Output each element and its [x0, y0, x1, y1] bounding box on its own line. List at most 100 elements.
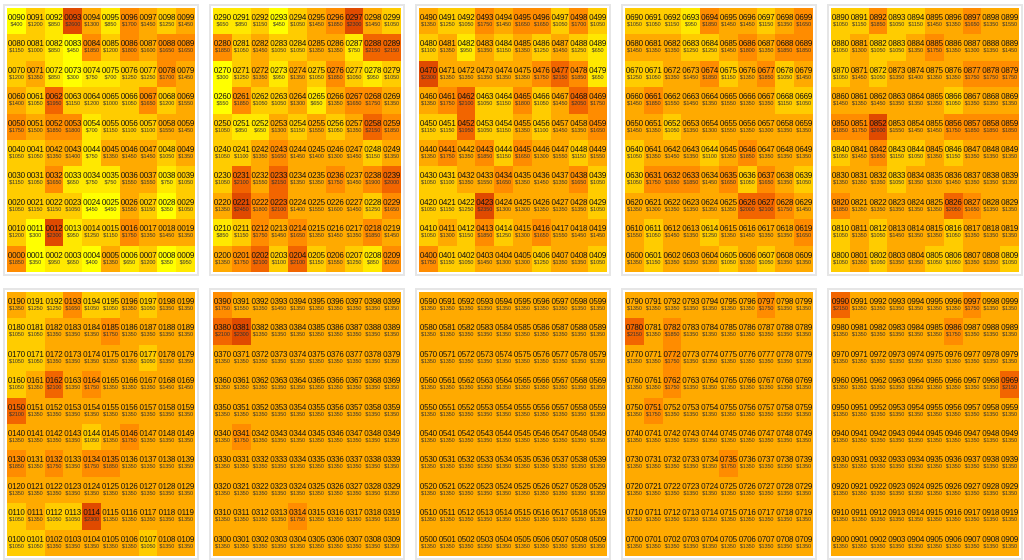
heatmap-cell[interactable]: 0887 $1300 [962, 34, 982, 61]
heatmap-cell[interactable]: 0432 $1350 [456, 166, 476, 193]
heatmap-cell[interactable]: 0156 $1350 [119, 397, 139, 424]
heatmap-cell[interactable]: 0194 $1050 [82, 292, 101, 319]
heatmap-cell[interactable]: 0488 $1250 [569, 34, 589, 61]
heatmap-cell[interactable]: 0239 $2000 [382, 166, 401, 193]
heatmap-cell[interactable]: 0708 $1350 [775, 529, 795, 556]
heatmap-cell[interactable]: 0838 $1350 [981, 166, 1001, 193]
heatmap-cell[interactable]: 0196 $1350 [119, 292, 139, 319]
heatmap-cell[interactable]: 0369 $1350 [382, 371, 401, 398]
heatmap-cell[interactable]: 0218 $1850 [363, 219, 383, 246]
heatmap-cell[interactable]: 0940 $1350 [831, 423, 850, 451]
heatmap-cell[interactable]: 0616 $1450 [737, 219, 757, 246]
heatmap-cell[interactable]: 0797 $1750 [756, 292, 776, 319]
heatmap-cell[interactable]: 0794 $1350 [700, 292, 719, 319]
heatmap-cell[interactable]: 0977 $1350 [962, 344, 982, 372]
heatmap-cell[interactable]: 0982 $1350 [868, 318, 888, 345]
heatmap-cell[interactable]: 0407 $1350 [550, 245, 570, 272]
heatmap-cell[interactable]: 0076 $1250 [119, 60, 139, 88]
heatmap-cell[interactable]: 0525 $1350 [512, 476, 532, 504]
heatmap-cell[interactable]: 0130 $1850 [7, 450, 26, 477]
heatmap-cell[interactable]: 0775 $1350 [718, 344, 738, 372]
heatmap-cell[interactable]: 0290 $650 [213, 8, 232, 35]
heatmap-cell[interactable]: 0744 $1350 [700, 423, 719, 451]
heatmap-cell[interactable]: 0244 $1450 [288, 139, 307, 167]
heatmap-cell[interactable]: 0093 $2600 [63, 8, 83, 35]
heatmap-cell[interactable]: 0368 $1350 [363, 371, 383, 398]
heatmap-cell[interactable]: 0200 $1350 [213, 245, 232, 272]
heatmap-cell[interactable]: 0533 $1350 [475, 450, 495, 477]
heatmap-cell[interactable]: 0545 $1350 [512, 423, 532, 451]
heatmap-cell[interactable]: 0140 $1350 [7, 423, 26, 451]
heatmap-cell[interactable]: 0332 $1350 [250, 450, 270, 477]
heatmap-cell[interactable]: 0400 $1750 [419, 245, 438, 272]
heatmap-cell[interactable]: 0802 $1050 [868, 245, 888, 272]
heatmap-cell[interactable]: 0333 $1350 [269, 450, 289, 477]
heatmap-cell[interactable]: 0476 $1750 [531, 60, 551, 88]
heatmap-cell[interactable]: 0717 $1350 [756, 503, 776, 530]
heatmap-cell[interactable]: 0261 $1850 [231, 87, 251, 114]
heatmap-cell[interactable]: 0876 $1350 [943, 60, 963, 88]
heatmap-cell[interactable]: 0710 $1350 [625, 503, 644, 530]
heatmap-cell[interactable]: 0301 $1350 [231, 529, 251, 556]
heatmap-cell[interactable]: 0004 $400 [82, 245, 101, 272]
heatmap-cell[interactable]: 0084 $1850 [82, 34, 101, 61]
heatmap-cell[interactable]: 0328 $1350 [363, 476, 383, 504]
heatmap-cell[interactable]: 0799 $1350 [794, 292, 813, 319]
heatmap-cell[interactable]: 0233 $2150 [269, 166, 289, 193]
heatmap-cell[interactable]: 0574 $1350 [494, 344, 513, 372]
heatmap-cell[interactable]: 0164 $1750 [82, 371, 101, 398]
heatmap-cell[interactable]: 0928 $1350 [981, 476, 1001, 504]
heatmap-cell[interactable]: 0874 $1400 [906, 60, 925, 88]
heatmap-cell[interactable]: 0217 $1350 [344, 219, 364, 246]
heatmap-cell[interactable]: 0863 $1350 [887, 87, 907, 114]
heatmap-cell[interactable]: 0109 $1350 [176, 529, 195, 556]
heatmap-cell[interactable]: 0453 $1050 [475, 113, 495, 140]
heatmap-cell[interactable]: 0134 $1750 [82, 450, 101, 477]
heatmap-cell[interactable]: 0782 $1850 [662, 318, 682, 345]
heatmap-cell[interactable]: 0153 $1350 [63, 397, 83, 424]
heatmap-cell[interactable]: 0324 $1350 [288, 476, 307, 504]
heatmap-cell[interactable]: 0102 $1350 [44, 529, 64, 556]
heatmap-cell[interactable]: 0623 $1350 [681, 192, 701, 220]
heatmap-cell[interactable]: 0089 $1650 [176, 34, 195, 61]
heatmap-cell[interactable]: 0721 $1350 [643, 476, 663, 504]
heatmap-cell[interactable]: 0094 $1300 [82, 8, 101, 35]
heatmap-cell[interactable]: 0944 $1350 [906, 423, 925, 451]
heatmap-cell[interactable]: 0733 $1350 [681, 450, 701, 477]
heatmap-cell[interactable]: 0314 $1750 [288, 503, 307, 530]
heatmap-cell[interactable]: 0202 $2100 [250, 245, 270, 272]
heatmap-cell[interactable]: 0278 $950 [363, 60, 383, 88]
heatmap-cell[interactable]: 0731 $1350 [643, 450, 663, 477]
heatmap-cell[interactable]: 0933 $1350 [887, 450, 907, 477]
heatmap-cell[interactable]: 0701 $1350 [643, 529, 663, 556]
heatmap-cell[interactable]: 0696 $1450 [737, 8, 757, 35]
heatmap-cell[interactable]: 0705 $1350 [718, 529, 738, 556]
heatmap-cell[interactable]: 0077 $1250 [138, 60, 158, 88]
heatmap-cell[interactable]: 0042 $1350 [44, 139, 64, 167]
heatmap-cell[interactable]: 0492 $1050 [456, 8, 476, 35]
heatmap-cell[interactable]: 0771 $1350 [643, 344, 663, 372]
heatmap-cell[interactable]: 0246 $1300 [325, 139, 345, 167]
heatmap-cell[interactable]: 0677 $1850 [756, 60, 776, 88]
heatmap-cell[interactable]: 0913 $1350 [887, 503, 907, 530]
heatmap-cell[interactable]: 0659 $1350 [794, 113, 813, 140]
heatmap-cell[interactable]: 0741 $1350 [643, 423, 663, 451]
heatmap-cell[interactable]: 0795 $1350 [718, 292, 738, 319]
heatmap-cell[interactable]: 0063 $1150 [63, 87, 83, 114]
heatmap-cell[interactable]: 0105 $1350 [100, 529, 120, 556]
heatmap-cell[interactable]: 0572 $1350 [456, 344, 476, 372]
heatmap-cell[interactable]: 0988 $1350 [981, 318, 1001, 345]
heatmap-cell[interactable]: 0788 $1350 [775, 318, 795, 345]
heatmap-cell[interactable]: 0559 $1350 [588, 397, 607, 424]
heatmap-cell[interactable]: 0186 $1350 [119, 318, 139, 345]
heatmap-cell[interactable]: 0837 $1350 [962, 166, 982, 193]
heatmap-cell[interactable]: 0869 $1350 [1000, 87, 1019, 114]
heatmap-cell[interactable]: 0667 $1350 [756, 87, 776, 114]
heatmap-cell[interactable]: 0903 $1350 [887, 529, 907, 556]
heatmap-cell[interactable]: 0602 $1350 [662, 245, 682, 272]
heatmap-cell[interactable]: 0116 $1350 [119, 503, 139, 530]
heatmap-cell[interactable]: 0001 $350 [25, 245, 45, 272]
heatmap-cell[interactable]: 0237 $1450 [344, 166, 364, 193]
heatmap-cell[interactable]: 0713 $1350 [681, 503, 701, 530]
heatmap-cell[interactable]: 0812 $1050 [868, 219, 888, 246]
